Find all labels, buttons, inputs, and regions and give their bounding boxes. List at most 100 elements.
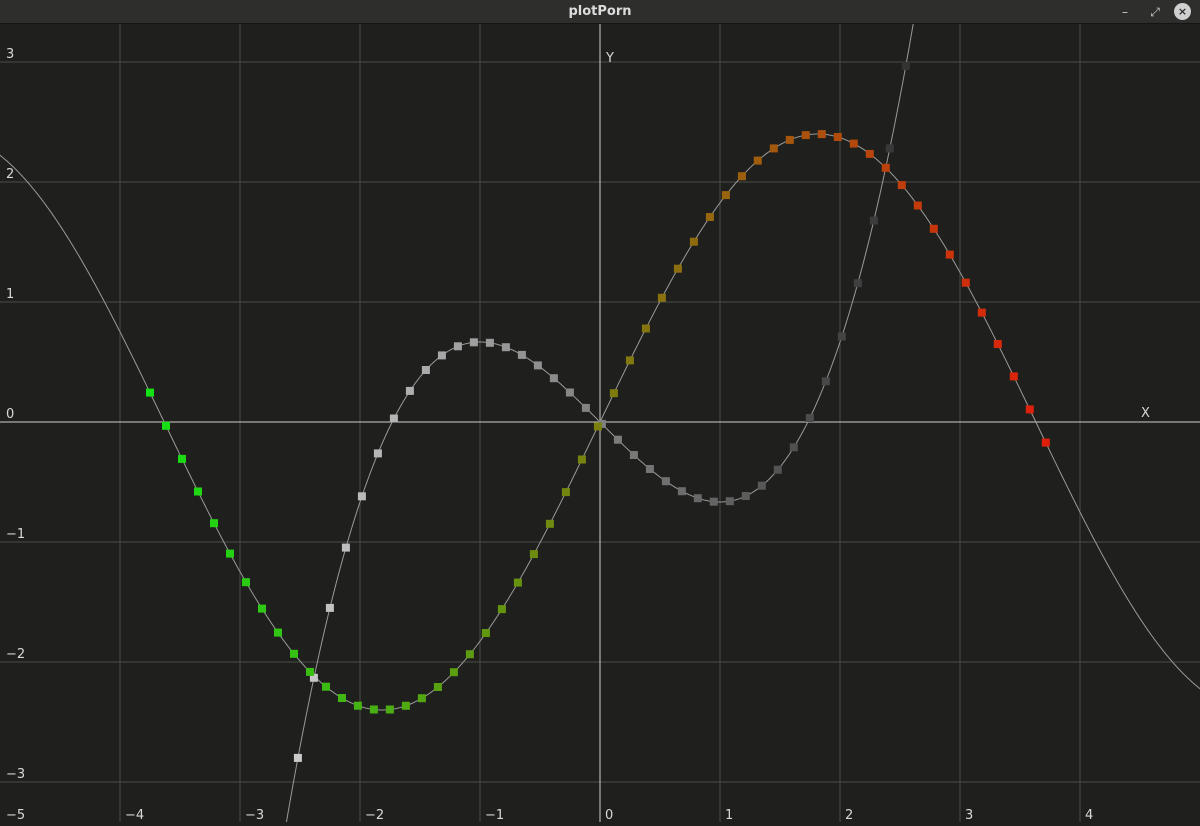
- series-0-point: [389, 414, 398, 423]
- series-1-point: [881, 163, 890, 172]
- x-tick-label: −3: [245, 808, 264, 822]
- y-tick-label: 1: [6, 287, 14, 302]
- series-1-point: [417, 694, 426, 703]
- y-tick-label: −2: [6, 647, 25, 662]
- series-1-point: [1041, 438, 1050, 447]
- series-1-point: [929, 224, 938, 233]
- series-1-point: [274, 628, 282, 637]
- series-0-point: [437, 351, 446, 360]
- series-1-point: [961, 278, 970, 287]
- x-tick-label: 2: [845, 808, 853, 822]
- series-1-point: [210, 519, 218, 528]
- series-0-point: [773, 465, 782, 474]
- series-0-point: [501, 343, 510, 352]
- series-0-point: [533, 361, 542, 370]
- series-1-point: [897, 181, 906, 190]
- series-1-point: [945, 250, 954, 259]
- series-1-point: [449, 668, 458, 677]
- x-axis-label: X: [1141, 406, 1150, 421]
- series-0-point: [661, 477, 670, 486]
- series-1-point: [369, 705, 378, 714]
- series-1-point: [993, 340, 1002, 348]
- series-0-point: [549, 374, 558, 383]
- series-0-point: [693, 494, 702, 503]
- y-tick-label: −3: [6, 767, 25, 782]
- y-tick-label: 0: [6, 407, 14, 422]
- minimize-icon[interactable]: –: [1122, 5, 1128, 19]
- series-0-point: [677, 487, 686, 496]
- y-tick-label: −1: [6, 527, 25, 542]
- series-1-point: [721, 191, 730, 200]
- series-0-point: [901, 61, 910, 70]
- tick-labels: −4 −3 −2 −1 0 1 2 3 4 3 2 1 0 −1 −2 −3: [6, 47, 1093, 823]
- series-0-point: [645, 465, 654, 473]
- series-1-point: [497, 605, 506, 614]
- window-title: plotPorn: [568, 4, 632, 19]
- y-tick-label: 2: [6, 167, 14, 182]
- series-1-point: [849, 139, 858, 148]
- series-1-point: [338, 694, 346, 702]
- maximize-icon[interactable]: ⤢: [1150, 5, 1160, 19]
- x-tick-label: −4: [125, 808, 144, 822]
- series-0-point: [405, 386, 414, 395]
- series-0-point: [613, 435, 622, 444]
- series-1-point: [977, 308, 986, 317]
- series-1-point: [385, 705, 394, 714]
- series-1-point: [162, 421, 170, 430]
- series-1-point: [178, 454, 186, 463]
- series-1-point: [769, 144, 778, 153]
- series-1-point: [625, 356, 634, 365]
- series-1-point: [753, 156, 762, 165]
- series-1-point: [322, 682, 330, 691]
- series-0-point: [341, 543, 350, 552]
- series-0-point: [421, 366, 430, 374]
- x-tick-label: −1: [485, 808, 504, 822]
- series-0-point: [821, 377, 830, 386]
- series-0-point: [373, 449, 382, 458]
- series-1-point: [146, 388, 154, 397]
- series-0-point: [837, 332, 846, 341]
- series-1-point: [689, 237, 698, 246]
- series-points: [146, 61, 1050, 762]
- series-1-point: [593, 422, 602, 431]
- series-1-point: [609, 389, 618, 398]
- series-1-point: [545, 519, 554, 528]
- series-1-point: [817, 130, 826, 139]
- series-0-point: [741, 492, 750, 500]
- y-axis-label: Y: [605, 51, 614, 66]
- series-0-point: [869, 216, 878, 225]
- series-1-point: [1025, 405, 1034, 414]
- series-1-point: [194, 487, 202, 496]
- series-1-point: [290, 649, 298, 658]
- series-0-point: [485, 338, 494, 347]
- series-1-point: [306, 667, 314, 676]
- series-0-point: [293, 753, 302, 762]
- series-1-point: [353, 701, 362, 710]
- x-tick-label: 4: [1085, 808, 1093, 822]
- series-1-point: [913, 201, 922, 210]
- series-0-point: [453, 342, 462, 351]
- series-0-point: [517, 350, 526, 359]
- series-1-point: [1009, 372, 1018, 381]
- series-0-point: [629, 451, 638, 459]
- series-1-point: [641, 324, 650, 333]
- close-icon[interactable]: ×: [1174, 3, 1191, 20]
- y-tick-label: 3: [6, 47, 14, 62]
- x-tick-label: −2: [365, 808, 384, 822]
- corner-tick-label: −5: [6, 808, 25, 822]
- series-0-point: [709, 497, 718, 506]
- series-1-point: [242, 578, 250, 587]
- series-1-point: [801, 131, 810, 140]
- series-0-point: [325, 603, 334, 612]
- series-1-point: [513, 578, 522, 587]
- x-tick-label: 1: [725, 808, 733, 822]
- series-0-point: [309, 673, 318, 682]
- series-1-point: [401, 701, 410, 710]
- series-0-point: [789, 443, 798, 452]
- series-0-point: [853, 279, 862, 288]
- title-bar[interactable]: plotPorn – ⤢ ×: [0, 0, 1200, 24]
- series-1-point: [737, 172, 746, 181]
